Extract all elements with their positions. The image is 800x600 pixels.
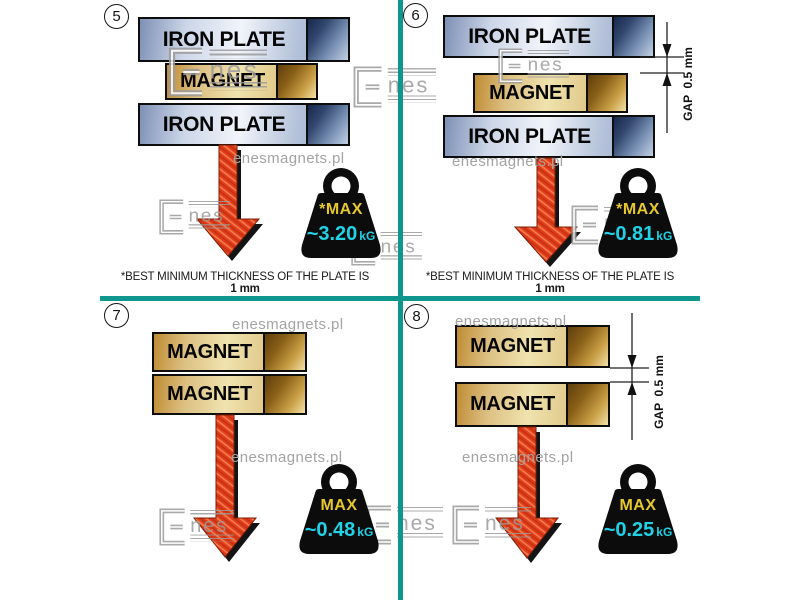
weight-icon: MAX ~0.25 kG <box>593 462 683 558</box>
magnet-bar: MAGNET <box>152 374 307 415</box>
footnote: *BEST MINIMUM THICKNESS OF THE PLATE IS … <box>425 271 675 295</box>
bar-label: IRON PLATE <box>468 124 591 148</box>
bar-label: IRON PLATE <box>162 27 286 51</box>
enes-e-icon <box>498 48 523 84</box>
enes-e-icon <box>159 508 185 546</box>
bar-label: MAGNET <box>470 335 555 357</box>
enes-logo-watermark: nes <box>363 505 443 545</box>
panel-number-8: 8 <box>404 304 429 329</box>
panel-number-6: 6 <box>403 3 428 28</box>
weight-max-label: MAX <box>320 497 358 514</box>
footnote-bold: 1 mm <box>535 283 565 295</box>
iron-plate-bar: IRON PLATE <box>443 115 655 158</box>
panel-number-7: 7 <box>104 303 129 328</box>
bar-end-cap <box>306 19 348 60</box>
enes-logo-watermark: nes <box>158 508 234 546</box>
iron-plate-bar: IRON PLATE <box>138 103 350 146</box>
weight-max-label: *MAX <box>616 201 660 218</box>
logo-lines <box>527 49 569 57</box>
footnote-text: *BEST MINIMUM THICKNESS OF THE PLATE IS <box>120 271 370 283</box>
logo-lines <box>485 533 531 540</box>
bar-end-cap <box>263 376 305 413</box>
enes-e-icon <box>452 505 479 545</box>
pull-arrow-icon <box>494 426 562 563</box>
logo-text: nes <box>190 514 229 537</box>
weight-value: ~0.81 kG <box>603 223 673 245</box>
gap-dimension-lines <box>610 313 649 440</box>
logo-text: nes <box>381 237 422 256</box>
watermark-url: enesmagnets.pl <box>462 449 574 466</box>
bar-end-cap <box>276 65 316 98</box>
logo-lines <box>190 534 234 542</box>
footnote: *BEST MINIMUM THICKNESS OF THE PLATE IS … <box>120 271 370 295</box>
weight-icon: *MAX ~0.81 kG <box>593 166 683 262</box>
weight-value: ~0.48 kG <box>304 519 374 541</box>
enes-logo-watermark: nes <box>451 505 531 545</box>
enes-logo-watermark: nes <box>158 199 230 235</box>
logo-text: nes <box>209 55 260 85</box>
logo-text: nes <box>485 512 525 535</box>
watermark-url: enesmagnets.pl <box>452 153 564 170</box>
pull-arrow-icon <box>513 157 581 267</box>
watermark-url: enesmagnets.pl <box>455 313 567 330</box>
bar-end-cap <box>306 105 348 144</box>
footnote-bold: 1 mm <box>230 283 260 295</box>
logo-lines <box>527 73 569 80</box>
gap-label: GAP 0.5 mm <box>681 47 695 121</box>
weight-value: ~0.25 kG <box>603 519 673 541</box>
enes-e-icon <box>168 47 202 97</box>
enes-logo-watermark: nes <box>497 48 569 84</box>
logo-lines <box>387 68 436 76</box>
logo-lines <box>397 507 443 514</box>
enes-e-icon <box>159 199 184 235</box>
logo-text: nes <box>527 54 564 75</box>
logo-lines <box>209 49 267 59</box>
iron-plate-bar: IRON PLATE <box>443 15 655 58</box>
footnote-text: *BEST MINIMUM THICKNESS OF THE PLATE IS <box>425 271 675 283</box>
bar-label: IRON PLATE <box>468 24 591 48</box>
weight-icon: *MAX ~3.20 kG <box>296 166 386 262</box>
enes-e-icon <box>571 205 598 245</box>
logo-lines <box>209 82 267 91</box>
logo-lines <box>397 533 443 540</box>
logo-lines <box>387 95 436 103</box>
bar-label: MAGNET <box>167 383 252 405</box>
logo-lines <box>485 507 531 514</box>
gap-dimension-lines <box>640 22 684 133</box>
logo-lines <box>188 224 230 231</box>
bar-label: MAGNET <box>470 393 555 415</box>
bar-end-cap <box>263 334 305 370</box>
enes-e-icon <box>353 66 382 108</box>
watermark-url: enesmagnets.pl <box>233 150 345 167</box>
weight-max-label: MAX <box>619 497 657 514</box>
bar-end-cap <box>612 17 653 56</box>
gap-label: GAP 0.5 mm <box>652 355 666 429</box>
watermark-url: enesmagnets.pl <box>232 316 344 333</box>
magnet-bar: MAGNET <box>455 325 610 368</box>
panel-number-5: 5 <box>104 4 129 29</box>
weight-max-label: *MAX <box>319 201 363 218</box>
weight-value: ~3.20 kG <box>306 223 376 245</box>
logo-text: nes <box>188 205 225 226</box>
logo-text: nes <box>397 512 437 535</box>
watermark-url: enesmagnets.pl <box>231 449 343 466</box>
enes-logo-watermark: nes <box>167 47 267 97</box>
weight-icon: MAX ~0.48 kG <box>294 462 384 558</box>
bar-label: IRON PLATE <box>162 112 286 136</box>
bar-end-cap <box>612 117 653 156</box>
logo-lines <box>190 509 234 517</box>
bar-end-cap <box>566 327 608 366</box>
bar-label: MAGNET <box>167 340 252 363</box>
pull-arrow-icon <box>192 414 260 562</box>
bar-end-cap <box>566 384 608 425</box>
enes-logo-watermark: nes <box>352 66 436 108</box>
magnet-bar: MAGNET <box>152 332 307 372</box>
bar-end-cap <box>586 75 626 111</box>
logo-lines <box>188 200 230 208</box>
logo-text: nes <box>387 73 430 98</box>
bar-label: MAGNET <box>489 81 574 104</box>
magnet-bar: MAGNET <box>455 382 610 427</box>
horizontal-divider <box>100 296 700 301</box>
